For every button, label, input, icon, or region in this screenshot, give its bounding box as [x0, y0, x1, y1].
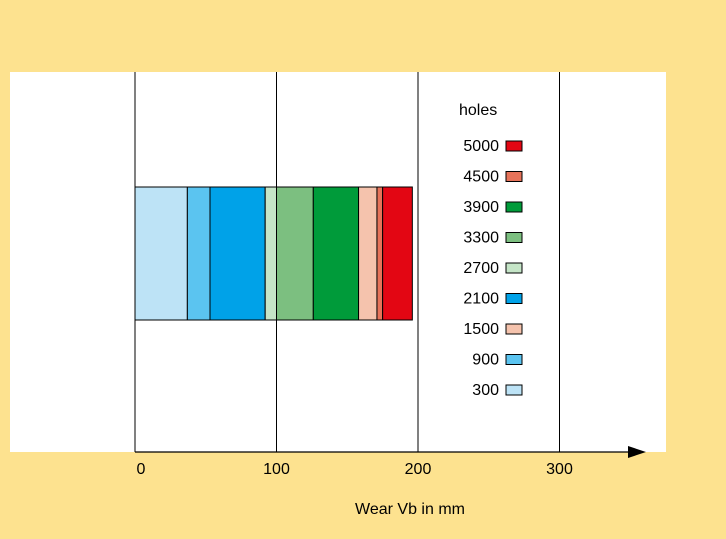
legend-swatch-300	[505, 384, 523, 396]
legend-label-3900: 3900	[463, 199, 499, 216]
legend-label-1500: 1500	[463, 321, 499, 338]
x-tick-label-300: 300	[546, 461, 573, 478]
x-tick-label-100: 100	[263, 461, 290, 478]
legend-title: holes	[459, 102, 497, 119]
legend-label-300: 300	[472, 382, 499, 399]
x-axis-arrowhead	[628, 446, 646, 458]
legend-swatch-2700	[505, 262, 523, 274]
top-band	[0, 0, 726, 72]
legend-swatch-900	[505, 354, 523, 365]
bar-segment-2700	[264, 186, 277, 321]
legend-swatch-1500	[505, 323, 523, 335]
x-tick-label-0: 0	[137, 461, 146, 478]
legend: 5000 4500 3900 3300 2700 2100 1500 900 300	[463, 138, 523, 399]
caption-area	[10, 452, 666, 539]
legend-label-2100: 2100	[463, 291, 499, 308]
legend-swatch-5000	[505, 140, 523, 152]
x-axis-title: Wear Vb in mm	[355, 501, 465, 518]
stacked-bar	[134, 186, 413, 321]
legend-label-900: 900	[472, 352, 499, 369]
legend-swatch-3300	[505, 232, 523, 243]
bar-segment-4500	[376, 186, 384, 321]
legend-label-3300: 3300	[463, 230, 499, 247]
legend-swatch-4500	[505, 171, 523, 182]
bar-segment-900	[186, 186, 211, 321]
frame-right-strip	[666, 72, 726, 539]
bar-segment-3900	[312, 186, 360, 321]
frame-left-strip	[0, 72, 10, 539]
legend-label-4500: 4500	[463, 169, 499, 186]
bar-segment-2100	[209, 186, 266, 321]
bar-segment-5000	[382, 186, 413, 321]
legend-swatch-2100	[505, 293, 523, 304]
legend-label-5000: 5000	[463, 138, 499, 155]
x-tick-label-200: 200	[405, 461, 432, 478]
bar-segment-1500	[358, 186, 378, 321]
bar-segment-3300	[276, 186, 314, 321]
x-tick-labels: 0 100 200 300	[137, 461, 573, 478]
bar-segment-300	[134, 186, 188, 321]
legend-swatch-3900	[505, 201, 523, 213]
legend-label-2700: 2700	[463, 260, 499, 277]
